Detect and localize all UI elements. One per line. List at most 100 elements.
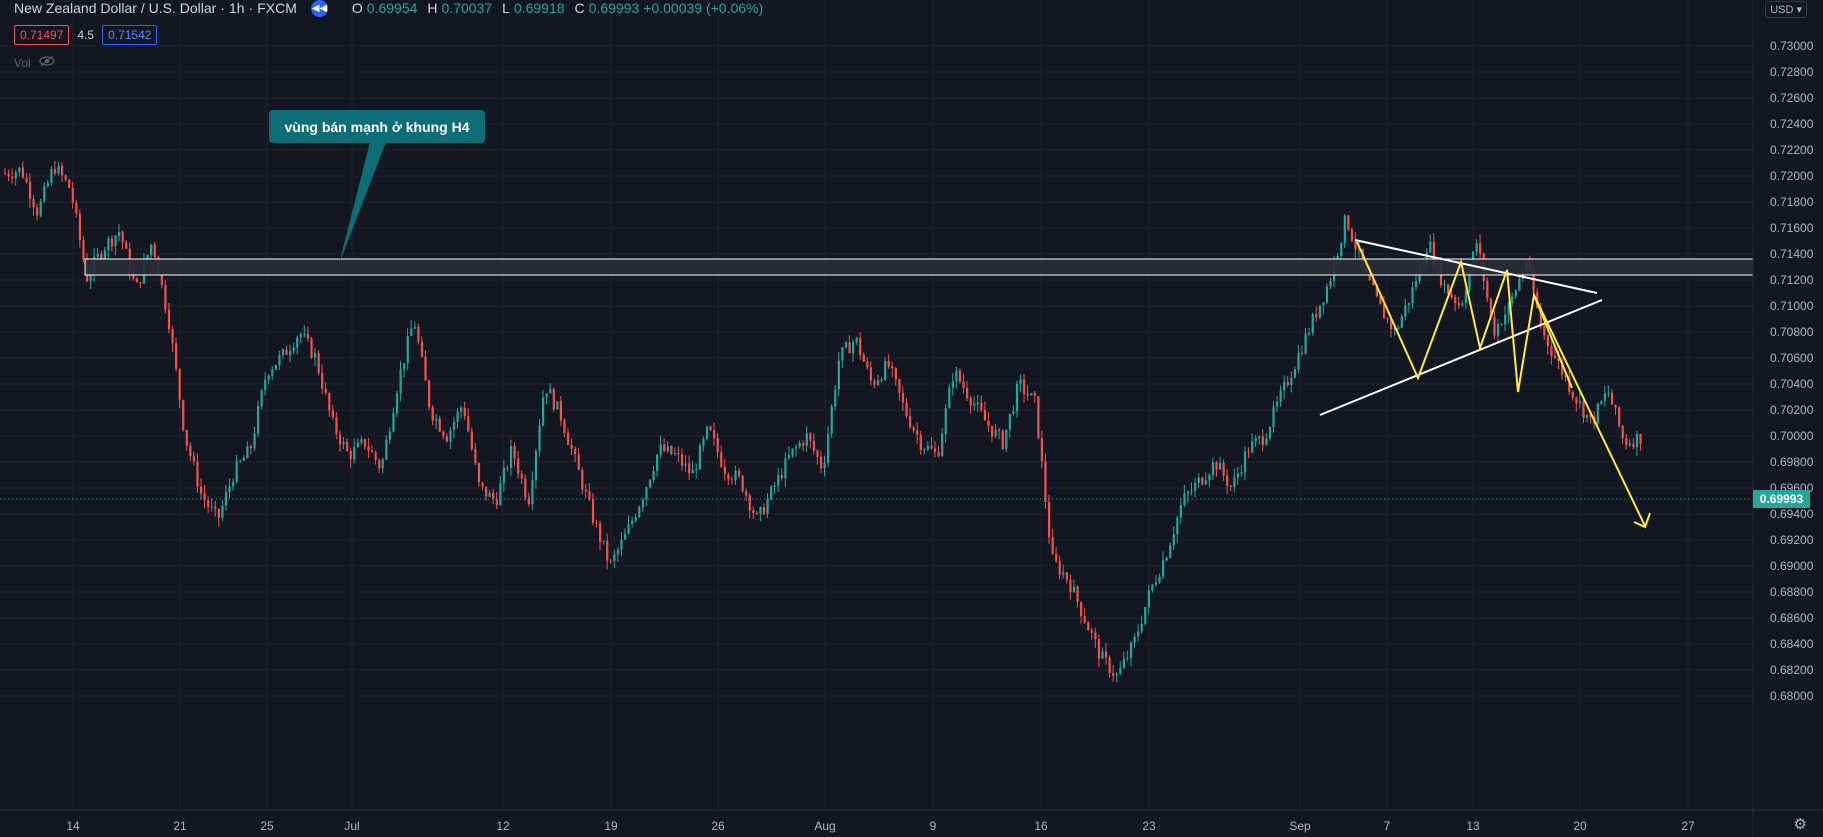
price-tick-label: 0.72400 — [1770, 117, 1814, 131]
candle-body — [135, 278, 139, 283]
candle-body — [737, 470, 741, 476]
candle-body — [930, 445, 933, 449]
candle-body — [207, 500, 210, 507]
candle-body — [353, 446, 356, 460]
candle-body — [1450, 294, 1453, 298]
candle-body — [203, 493, 206, 501]
candlestick-series — [4, 160, 1642, 683]
candle-body — [367, 446, 370, 451]
candle-body — [1479, 243, 1482, 254]
candle-body — [317, 353, 320, 373]
candle-body — [1251, 441, 1254, 453]
candle-body — [395, 393, 399, 414]
open-label: O — [351, 0, 363, 16]
eye-hidden-icon[interactable] — [39, 55, 55, 70]
candle-body — [477, 463, 481, 483]
candle-body — [1357, 248, 1361, 250]
zigzag-pattern[interactable] — [1356, 241, 1573, 393]
candle-body — [1194, 482, 1197, 491]
time-tick-label: Sep — [1289, 819, 1311, 833]
candle-body — [456, 411, 459, 422]
candle-body — [855, 337, 858, 342]
candle-body — [14, 172, 17, 179]
candle-body — [1001, 431, 1004, 450]
candle-body — [46, 182, 49, 187]
candle-body — [1104, 651, 1108, 658]
candle-body — [185, 430, 188, 446]
candle-body — [1040, 437, 1044, 462]
candle-body — [570, 444, 573, 449]
candle-body — [146, 255, 149, 261]
candle-body — [1325, 286, 1329, 303]
high-label: H — [427, 0, 438, 16]
candle-body — [1464, 290, 1468, 304]
candle-body — [623, 533, 627, 540]
interval-label[interactable]: 1h — [228, 0, 245, 16]
candle-body — [256, 406, 260, 434]
gear-icon[interactable]: ⚙ — [1793, 816, 1807, 833]
rewind-icon[interactable]: ◀◀ — [310, 0, 328, 17]
candle-body — [841, 347, 844, 361]
candle-body — [1500, 324, 1503, 326]
candle-body — [1276, 401, 1279, 407]
candle-body — [980, 402, 983, 411]
candle-body — [688, 463, 691, 474]
candle-body — [296, 337, 299, 348]
candle-body — [609, 560, 612, 562]
lower-trendline[interactable] — [1319, 299, 1603, 416]
candle-body — [61, 165, 64, 176]
candle-body — [1543, 325, 1546, 336]
candle-body — [834, 389, 837, 407]
candle-body — [278, 355, 281, 365]
candle-body — [1404, 305, 1407, 317]
volume-label[interactable]: Vol — [14, 55, 31, 70]
projection-arrow-line[interactable] — [1533, 294, 1646, 527]
candle-body — [460, 407, 463, 412]
candle-body — [951, 381, 954, 388]
candle-body — [335, 417, 338, 435]
upper-trendline[interactable] — [1354, 239, 1598, 294]
candle-body — [1457, 303, 1460, 306]
candle-body — [976, 402, 979, 405]
sell-button[interactable]: 0.71497 — [14, 25, 70, 45]
candle-body — [670, 446, 673, 455]
candle-body — [1486, 280, 1489, 299]
candle-body — [1179, 505, 1183, 518]
candle-body — [1083, 616, 1086, 623]
candle-body — [1546, 335, 1549, 347]
candle-body — [1265, 438, 1268, 445]
currency-button[interactable]: USD ▾ — [1765, 1, 1807, 18]
candle-body — [121, 231, 124, 243]
price-tick-label: 0.71200 — [1770, 273, 1814, 287]
symbol-name[interactable]: New Zealand Dollar / U.S. Dollar — [14, 0, 217, 16]
price-tick-label: 0.69800 — [1770, 455, 1814, 469]
candle-body — [64, 175, 67, 180]
candle-body — [57, 165, 60, 174]
candle-body — [403, 363, 406, 370]
callout-box[interactable] — [269, 110, 485, 143]
time-axis[interactable]: 14 21 25 Jul 12 19 26 Aug 9 16 23 Sep 7 13 20 27 — [66, 819, 1695, 833]
price-tick-label: 0.71400 — [1770, 247, 1814, 261]
candle-body — [1161, 560, 1165, 577]
candle-body — [424, 356, 427, 381]
candle-body — [1561, 361, 1564, 375]
candle-body — [531, 480, 534, 505]
candle-body — [513, 445, 516, 459]
candle-body — [1504, 314, 1507, 325]
price-axis[interactable]: 0.73000 0.72800 0.72600 0.72400 0.72200 0.720… — [1770, 39, 1814, 703]
candle-body — [1390, 318, 1393, 330]
candle-body — [1165, 557, 1168, 561]
candle-body — [299, 334, 302, 338]
candle-body — [705, 426, 709, 439]
candle-body — [1461, 303, 1464, 306]
candle-body — [1015, 383, 1019, 412]
candle-body — [28, 181, 32, 200]
candle-body — [1582, 401, 1585, 418]
candle-body — [581, 469, 584, 490]
candle-body — [1532, 270, 1535, 293]
buy-button[interactable]: 0.71542 — [102, 25, 158, 45]
candle-body — [1133, 636, 1136, 643]
candle-body — [563, 420, 566, 434]
candle-body — [1414, 280, 1418, 288]
